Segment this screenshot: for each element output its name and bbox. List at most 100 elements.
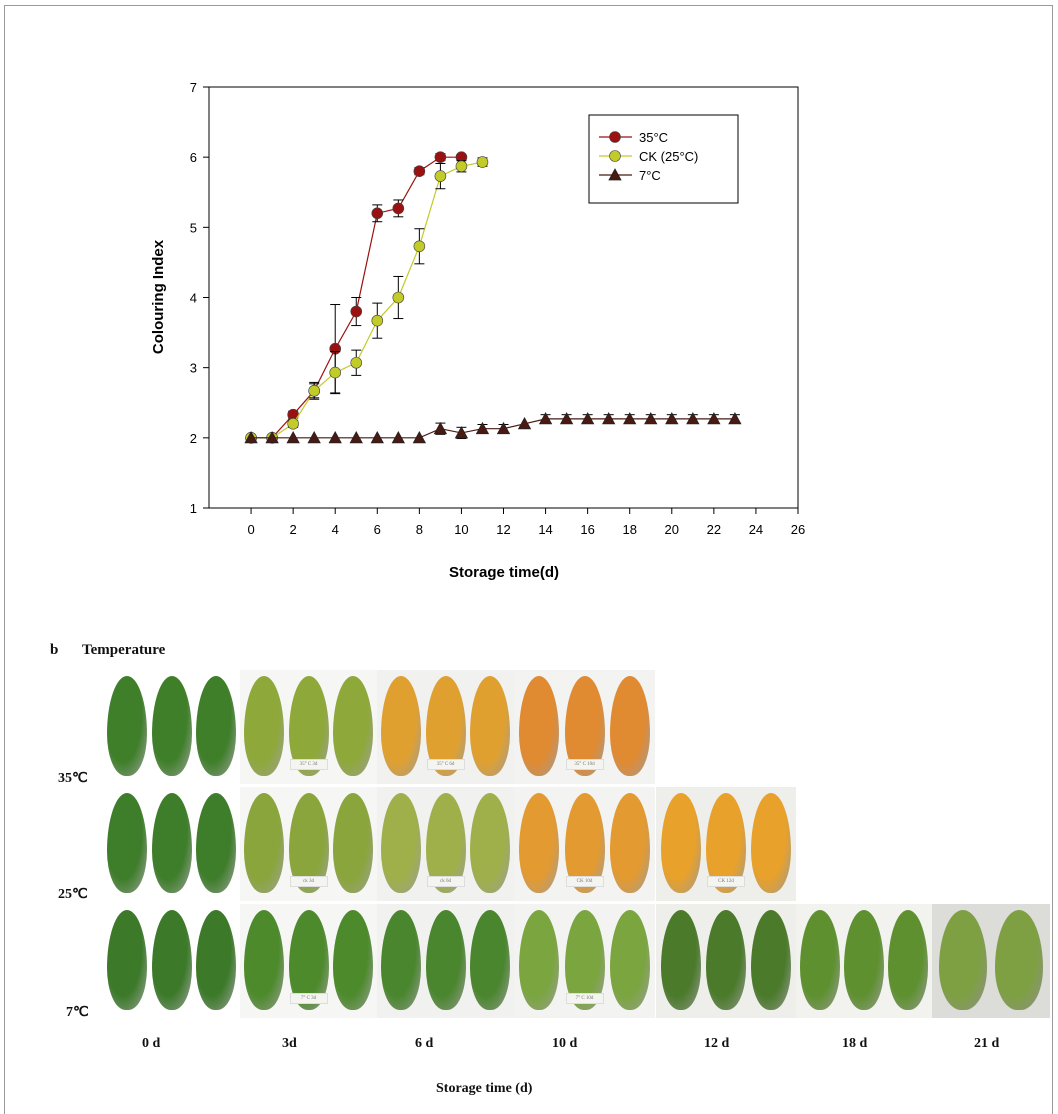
papaya-fruit [332, 793, 373, 893]
photo-row2-col0 [103, 904, 240, 1018]
column-label-6d: 6 d [415, 1036, 434, 1051]
panel-title: Temperature [82, 642, 166, 658]
y-axis-label: Colouring Index [150, 239, 167, 354]
x-tick-label: 18 [622, 522, 636, 537]
papaya-fruit [332, 910, 373, 1010]
y-tick-label: 6 [190, 150, 197, 165]
photo-row2-col4 [656, 904, 796, 1018]
photo-sample-tag-text: 7° C 10d [575, 996, 594, 1001]
row-label-25c: 25℃ [58, 887, 88, 902]
photo-sample-tag-text: ck 6d [440, 879, 451, 884]
photo-row1-col0 [103, 787, 240, 901]
papaya-fruit [609, 793, 650, 893]
data-point [559, 412, 574, 425]
column-label-3d: 3d [282, 1036, 297, 1051]
x-tick-label: 0 [247, 522, 254, 537]
data-point [434, 151, 447, 163]
data-point [475, 421, 490, 435]
data-point [265, 430, 279, 444]
photo-sample-tag-text: CK 10d [576, 879, 593, 884]
y-tick-label: 4 [190, 291, 197, 306]
y-tick-label: 2 [190, 431, 197, 446]
photo-row0-col3: 35° C 10d [514, 670, 655, 784]
papaya-fruit [469, 910, 510, 1010]
data-point [371, 314, 384, 327]
x-tick-label: 8 [416, 522, 423, 537]
data-point [371, 207, 384, 220]
x-tick-label: 26 [791, 522, 805, 537]
data-point [538, 412, 553, 425]
photo-row1-col3: CK 10d [514, 787, 655, 901]
photo-sample-tag: CK 10d [565, 876, 604, 887]
legend-label: CK (25°C) [639, 149, 698, 164]
x-tick-label: 10 [454, 522, 468, 537]
papaya-fruit [609, 676, 650, 776]
column-label-10d: 10 d [552, 1036, 578, 1051]
papaya-fruit [332, 676, 373, 776]
data-point [413, 165, 426, 177]
photo-sample-tag-text: 7° C 3d [300, 996, 317, 1001]
photo-x-axis-label: Storage time (d) [436, 1081, 533, 1096]
data-point [413, 240, 426, 253]
papaya-fruit [244, 793, 285, 893]
photo-row1-col4: CK 12d [656, 787, 796, 901]
papaya-fruit [469, 793, 510, 893]
legend-marker [609, 150, 621, 162]
papaya-fruit [381, 793, 422, 893]
papaya-fruit [381, 910, 422, 1010]
photo-sample-tag: CK 12d [707, 876, 745, 887]
data-point [623, 412, 637, 425]
y-tick-label: 5 [190, 220, 197, 235]
series-ck-25-c [245, 156, 489, 444]
data-point [476, 156, 489, 168]
data-point [412, 430, 427, 444]
data-point [454, 426, 469, 439]
data-point [287, 417, 299, 430]
photo-row2-col6 [932, 904, 1050, 1018]
data-point [329, 366, 342, 379]
column-label-18d: 18 d [842, 1036, 868, 1051]
x-axis-label: Storage time(d) [449, 564, 559, 581]
papaya-fruit [519, 793, 560, 893]
data-point [350, 356, 363, 369]
legend-marker [609, 131, 621, 143]
photo-row2-col3: 7° C 10d [514, 904, 655, 1018]
series-7-c [244, 412, 742, 444]
papaya-fruit [661, 793, 701, 893]
photo-sample-tag: 7° C 10d [565, 993, 604, 1004]
photo-row0-col1: 35° C 3d [240, 670, 377, 784]
papaya-fruit [381, 676, 422, 776]
photo-row2-col2 [377, 904, 514, 1018]
papaya-fruit [751, 793, 791, 893]
papaya-fruit [151, 793, 192, 893]
papaya-fruit [107, 910, 148, 1010]
papaya-fruit [151, 676, 192, 776]
photo-row2-col1: 7° C 3d [240, 904, 377, 1018]
photo-sample-tag-text: ck 3d [303, 879, 314, 884]
data-point [392, 202, 405, 215]
papaya-fruit [844, 910, 884, 1010]
data-point [455, 160, 468, 173]
papaya-fruit [706, 910, 746, 1010]
papaya-fruit [800, 910, 840, 1010]
photo-sample-tag: ck 6d [426, 876, 465, 887]
papaya-fruit [244, 910, 285, 1010]
x-tick-label: 16 [580, 522, 594, 537]
papaya-fruit [519, 676, 560, 776]
photo-sample-tag: 35° C 10d [565, 759, 604, 770]
papaya-fruit [195, 793, 236, 893]
papaya-fruit [425, 910, 466, 1010]
x-tick-label: 22 [707, 522, 721, 537]
x-tick-label: 14 [538, 522, 552, 537]
column-label-0d: 0 d [142, 1036, 161, 1051]
papaya-fruit [195, 676, 236, 776]
data-point [644, 412, 658, 425]
data-point [728, 412, 742, 425]
column-label-21d: 21 d [974, 1036, 1000, 1051]
papaya-fruit [609, 910, 650, 1010]
photo-sample-tag-text: CK 12d [718, 879, 734, 884]
data-point [580, 412, 595, 425]
papaya-fruit [519, 910, 560, 1010]
data-point [286, 430, 300, 444]
